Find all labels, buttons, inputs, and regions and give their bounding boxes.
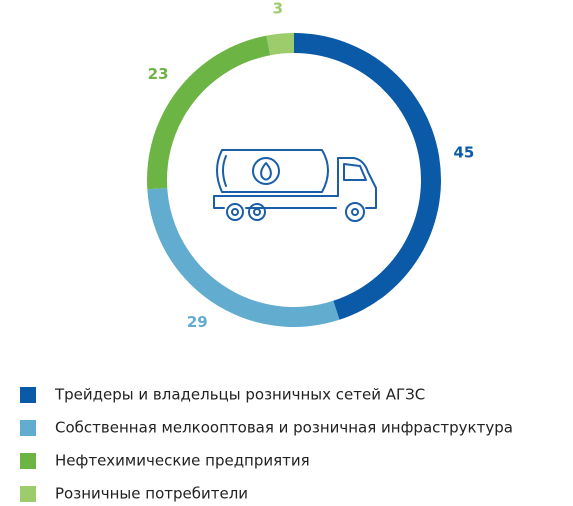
legend-label: Трейдеры и владельцы розничных сетей АГЗ… [54, 386, 425, 404]
donut-segment [147, 187, 340, 327]
donut-segment [147, 35, 271, 190]
value-label: 23 [148, 65, 169, 83]
legend-label: Нефтехимические предприятия [55, 452, 310, 470]
truck-icon [213, 149, 377, 222]
value-label: 45 [453, 144, 474, 162]
legend-swatch [20, 387, 36, 403]
donut-segment [294, 33, 441, 320]
legend-label: Розничные потребители [55, 485, 248, 503]
donut-segment [266, 33, 294, 56]
value-label: 3 [273, 0, 283, 17]
legend-swatch [20, 486, 36, 502]
legend-swatch [20, 453, 36, 469]
legend-label: Собственная мелкооптовая и розничная инф… [55, 419, 513, 437]
legend-swatch [20, 420, 36, 436]
value-label: 29 [187, 313, 208, 331]
